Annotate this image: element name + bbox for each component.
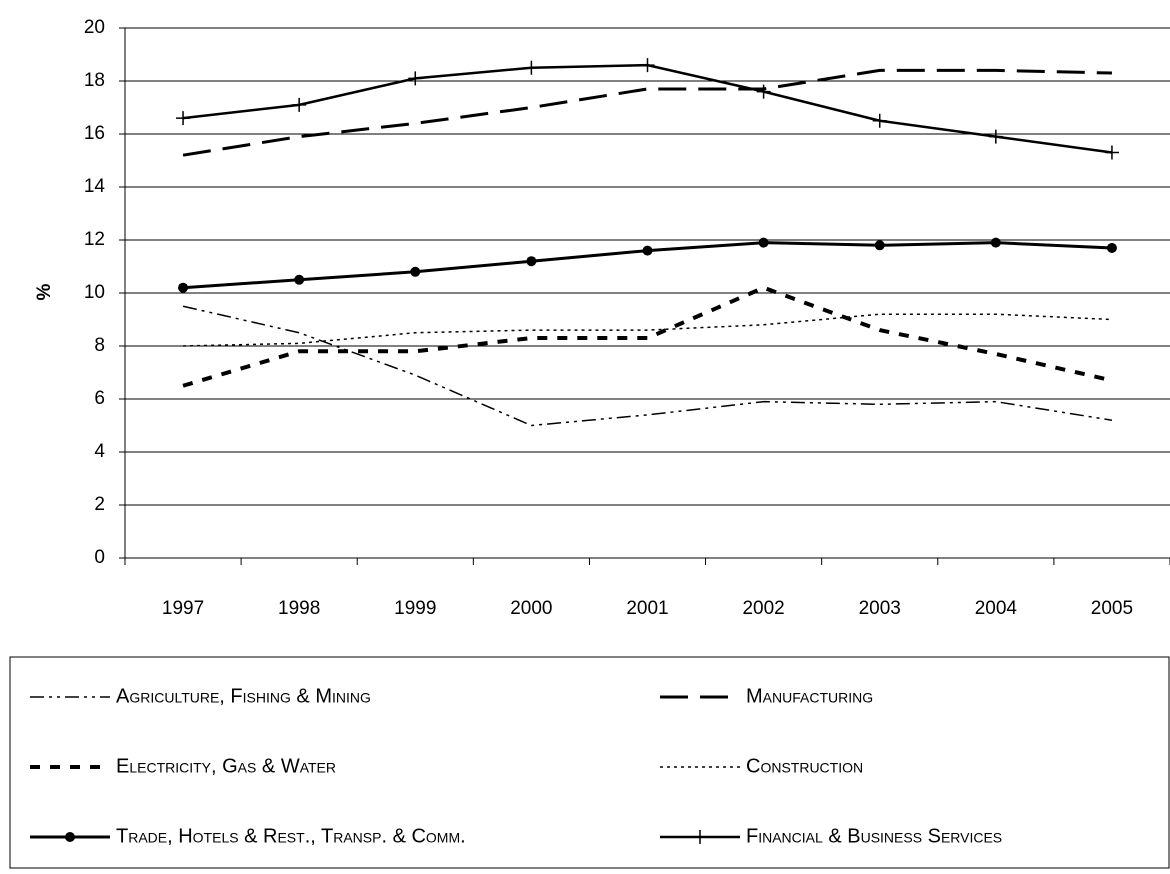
x-tick-label: 2002 (742, 598, 784, 619)
legend-label: Construction (746, 755, 863, 777)
y-tick-label: 12 (84, 229, 105, 250)
legend-label: Manufacturing (746, 685, 873, 707)
y-tick-label: 0 (94, 547, 105, 568)
x-tick-label: 2001 (626, 598, 668, 619)
x-tick-label: 1997 (162, 598, 204, 619)
point-marker (176, 111, 191, 126)
x-tick-label: 1999 (394, 598, 436, 619)
point-marker (874, 240, 885, 251)
point-marker (524, 60, 539, 75)
point-marker (408, 71, 423, 86)
y-tick-label: 16 (84, 123, 105, 144)
x-tick-label: 1998 (278, 598, 320, 619)
legend-label: Agriculture, Fishing & Mining (116, 685, 371, 707)
point-marker (640, 58, 655, 73)
point-marker (758, 237, 769, 248)
y-tick-label: 2 (94, 494, 105, 515)
point-marker (988, 129, 1003, 144)
legend-label: Financial & Business Services (746, 825, 1002, 847)
point-marker (872, 113, 887, 128)
legend-marker (65, 832, 75, 842)
series-line (183, 313, 1112, 347)
legend-label: Electricity, Gas & Water (116, 755, 336, 777)
x-tick-label: 2004 (975, 598, 1018, 619)
point-marker (1106, 242, 1117, 253)
legend-label: Trade, Hotels & Rest., Transp. & Comm. (116, 825, 466, 847)
point-marker (292, 97, 307, 112)
legend-marker (693, 830, 707, 844)
x-tick-label: 2005 (1091, 598, 1133, 619)
y-tick-label: 18 (84, 70, 105, 91)
y-tick-label: 8 (94, 335, 105, 356)
point-marker (178, 282, 189, 293)
y-tick-label: 6 (94, 388, 105, 409)
point-marker (1104, 145, 1119, 160)
series-line (182, 285, 1113, 388)
y-tick-label: 14 (84, 176, 106, 197)
series-line (182, 63, 1113, 154)
legend-box (9, 656, 1170, 869)
x-tick-label: 2003 (859, 598, 901, 619)
point-marker (294, 274, 305, 285)
series-line (182, 68, 1112, 157)
y-axis-label: % (34, 283, 55, 300)
x-tick-label: 2000 (510, 598, 552, 619)
series-line (182, 305, 1113, 427)
point-marker (990, 237, 1001, 248)
point-marker (410, 266, 421, 277)
y-tick-label: 10 (84, 282, 105, 303)
point-marker (526, 256, 537, 267)
point-marker (642, 245, 653, 256)
point-marker (756, 84, 771, 99)
y-tick-label: 4 (94, 441, 105, 462)
y-tick-label: 20 (84, 17, 105, 38)
